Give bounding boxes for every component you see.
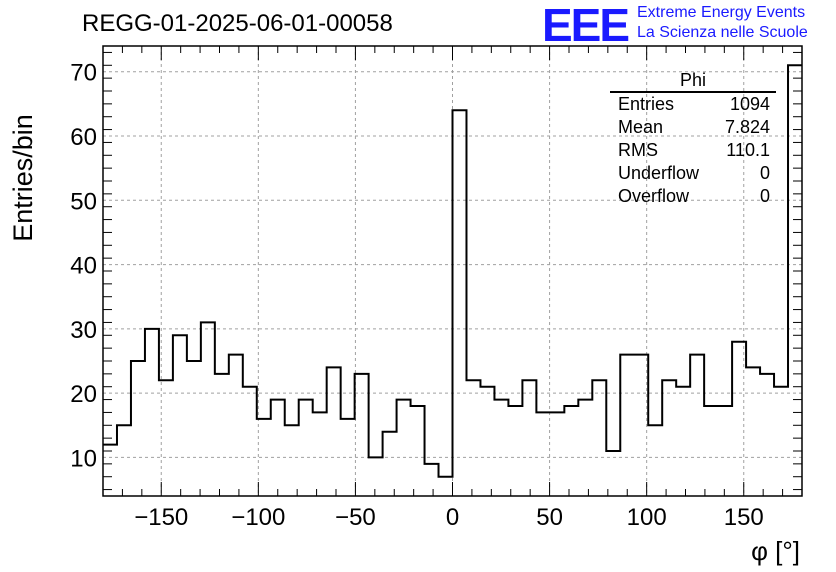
- stats-label: Overflow: [618, 186, 690, 206]
- stats-value: 1094: [729, 94, 770, 114]
- chart-title: REGG-01-2025-06-01-00058: [82, 10, 393, 37]
- histogram-bin: [243, 387, 257, 496]
- histogram-bin: [508, 406, 522, 496]
- stats-row-entries: Entries 1094: [610, 93, 776, 116]
- histogram-bin: [411, 406, 425, 496]
- histogram-bin: [592, 380, 606, 496]
- histogram-bin: [439, 477, 453, 496]
- histogram-bin: [229, 355, 243, 496]
- x-tick-label: 100: [627, 504, 667, 531]
- stats-label: Underflow: [618, 163, 700, 183]
- y-tick-label: 30: [70, 317, 97, 344]
- histogram-bin: [494, 400, 508, 496]
- histogram-bin: [746, 367, 760, 496]
- histogram-series: [103, 64, 802, 496]
- histogram-bin: [271, 400, 285, 496]
- histogram-bin: [480, 387, 494, 496]
- y-tick-label: 20: [70, 381, 97, 408]
- histogram-bin: [522, 380, 536, 496]
- logo-line-2: La Scienza nelle Scuole: [637, 24, 808, 41]
- histogram-bin: [578, 400, 592, 496]
- histogram-bin: [103, 445, 117, 496]
- logo-caption: Extreme Energy Events La Scienza nelle S…: [637, 3, 808, 43]
- stats-value: 0: [759, 163, 770, 183]
- histogram-bin: [397, 400, 411, 496]
- x-tick-label: −50: [335, 504, 376, 531]
- histogram-bin: [536, 412, 550, 496]
- histogram-bin: [117, 425, 131, 496]
- stats-row-mean: Mean 7.824: [610, 116, 776, 139]
- y-tick-label: 70: [70, 60, 97, 87]
- x-tick-label: −100: [231, 504, 285, 531]
- stats-label: Entries: [618, 94, 675, 114]
- logo-line-1: Extreme Energy Events: [637, 4, 806, 21]
- x-tick-label: 150: [724, 504, 764, 531]
- histogram-outline: [103, 64, 802, 478]
- y-tick-label: 60: [70, 124, 97, 151]
- stats-box: Phi Entries 1094 Mean 7.824 RMS 110.1 Un…: [610, 70, 776, 208]
- histogram-bin: [690, 355, 704, 496]
- histogram-bin: [257, 419, 271, 496]
- histogram-bin: [634, 355, 648, 496]
- histogram-bin: [718, 406, 732, 496]
- histogram-bin: [131, 361, 145, 496]
- stats-row-underflow: Underflow 0: [610, 162, 776, 185]
- histogram-bin: [355, 374, 369, 496]
- histogram-bin: [313, 412, 327, 496]
- histogram-bin: [215, 374, 229, 496]
- stats-row-rms: RMS 110.1: [610, 139, 776, 162]
- histogram-bin: [564, 406, 578, 496]
- x-tick-label: 50: [536, 504, 563, 531]
- y-axis-label: Entries/bin: [8, 114, 38, 242]
- eee-logo: EEE: [542, 0, 630, 51]
- x-axis-label: φ [°]: [751, 536, 800, 566]
- stats-label: RMS: [618, 140, 658, 160]
- stats-value: 110.1: [726, 140, 770, 160]
- stats-value: 7.824: [724, 117, 770, 137]
- axes: [102, 45, 803, 497]
- histogram-bin: [774, 387, 788, 496]
- histogram-bin: [285, 425, 299, 496]
- stats-value: 0: [759, 186, 770, 206]
- x-tick-label: 0: [446, 504, 459, 531]
- stats-label: Mean: [618, 117, 664, 137]
- histogram-bin: [704, 406, 718, 496]
- histogram-bin: [187, 361, 201, 496]
- histogram-bin: [760, 374, 774, 496]
- histogram-bin: [620, 355, 634, 496]
- histogram-bin: [145, 329, 159, 496]
- histogram-bin: [201, 322, 215, 496]
- histogram-bin: [648, 425, 662, 496]
- histogram-bin: [369, 457, 383, 496]
- histogram-bin: [676, 387, 690, 496]
- histogram-bin: [327, 367, 341, 496]
- stats-row-overflow: Overflow 0: [610, 185, 776, 208]
- y-tick-label: 50: [70, 188, 97, 215]
- histogram-bin: [341, 419, 355, 496]
- histogram-bin: [299, 400, 313, 496]
- y-tick-label: 40: [70, 253, 97, 280]
- histogram-bin: [662, 380, 676, 496]
- histogram-bin: [453, 110, 467, 496]
- stats-title: Phi: [610, 70, 776, 93]
- histogram-bin: [425, 464, 439, 496]
- histogram-bin: [383, 432, 397, 496]
- histogram-bin: [550, 412, 564, 496]
- histogram-bin: [173, 335, 187, 496]
- y-tick-label: 10: [70, 445, 97, 472]
- histogram-bin: [466, 380, 480, 496]
- x-tick-label: −150: [134, 504, 188, 531]
- tick-labels: −150 −100 −50 0 50 100 150 10 20 30 40 50 60 70: [70, 60, 763, 531]
